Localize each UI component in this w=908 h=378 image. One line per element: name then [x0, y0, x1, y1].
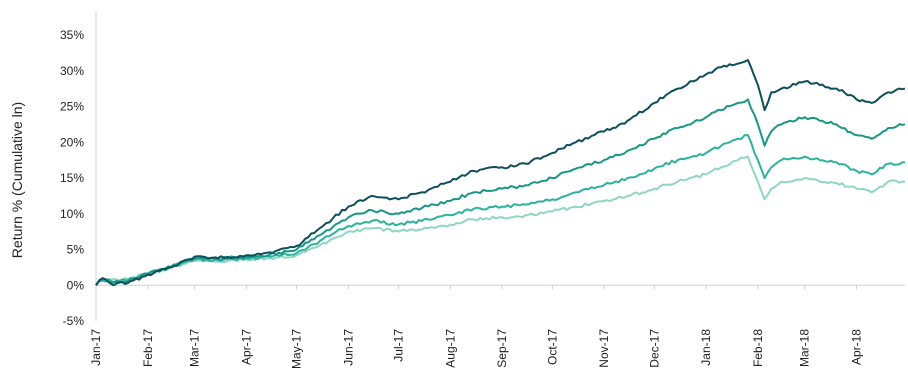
x-tick-label: May-17: [290, 329, 304, 369]
series-line-1: [95, 59, 906, 287]
x-tick-label: Nov-17: [597, 329, 611, 368]
x-tick-label: Feb-18: [751, 329, 765, 367]
y-axis-title: Return % (Cumulative ln): [9, 102, 25, 258]
y-tick-label: 10%: [60, 207, 84, 221]
x-tick-label: Feb-17: [141, 329, 155, 367]
y-tick-label: -5%: [63, 314, 85, 328]
y-tick-label: 0%: [67, 278, 85, 292]
y-tick-label: 35%: [60, 28, 84, 42]
series-line-3: [95, 134, 906, 286]
x-tick-label: Jan-18: [699, 329, 713, 366]
x-tick-label: Dec-17: [647, 329, 661, 368]
y-axis-ticks: -5% 0% 5% 10% 15% 20% 25% 30% 35%: [60, 28, 84, 328]
x-tick-label: Aug-17: [443, 329, 457, 368]
y-tick-label: 15%: [60, 171, 84, 185]
x-tick-label: Jun-17: [341, 329, 355, 366]
series-line-4: [95, 155, 906, 286]
y-tick-label: 20%: [60, 135, 84, 149]
y-tick-label: 30%: [60, 64, 84, 78]
x-tick-label: Jul-17: [392, 329, 406, 362]
x-tick-label: Apr-18: [850, 329, 864, 365]
y-tick-label: 25%: [60, 100, 84, 114]
x-tick-label: Mar-17: [188, 329, 202, 367]
x-tick-label: Jan-17: [89, 329, 103, 366]
series-lines: [95, 59, 906, 287]
x-axis-ticks: Jan-17 Feb-17 Mar-17 Apr-17 May-17 Jun-17 Jul-…: [89, 285, 864, 369]
x-tick-label: Apr-17: [239, 329, 253, 365]
series-line-2: [95, 98, 906, 286]
x-tick-label: Oct-17: [545, 329, 559, 365]
x-tick-label: Mar-18: [798, 329, 812, 367]
y-tick-label: 5%: [67, 243, 85, 257]
x-tick-label: Sep-17: [495, 329, 509, 368]
